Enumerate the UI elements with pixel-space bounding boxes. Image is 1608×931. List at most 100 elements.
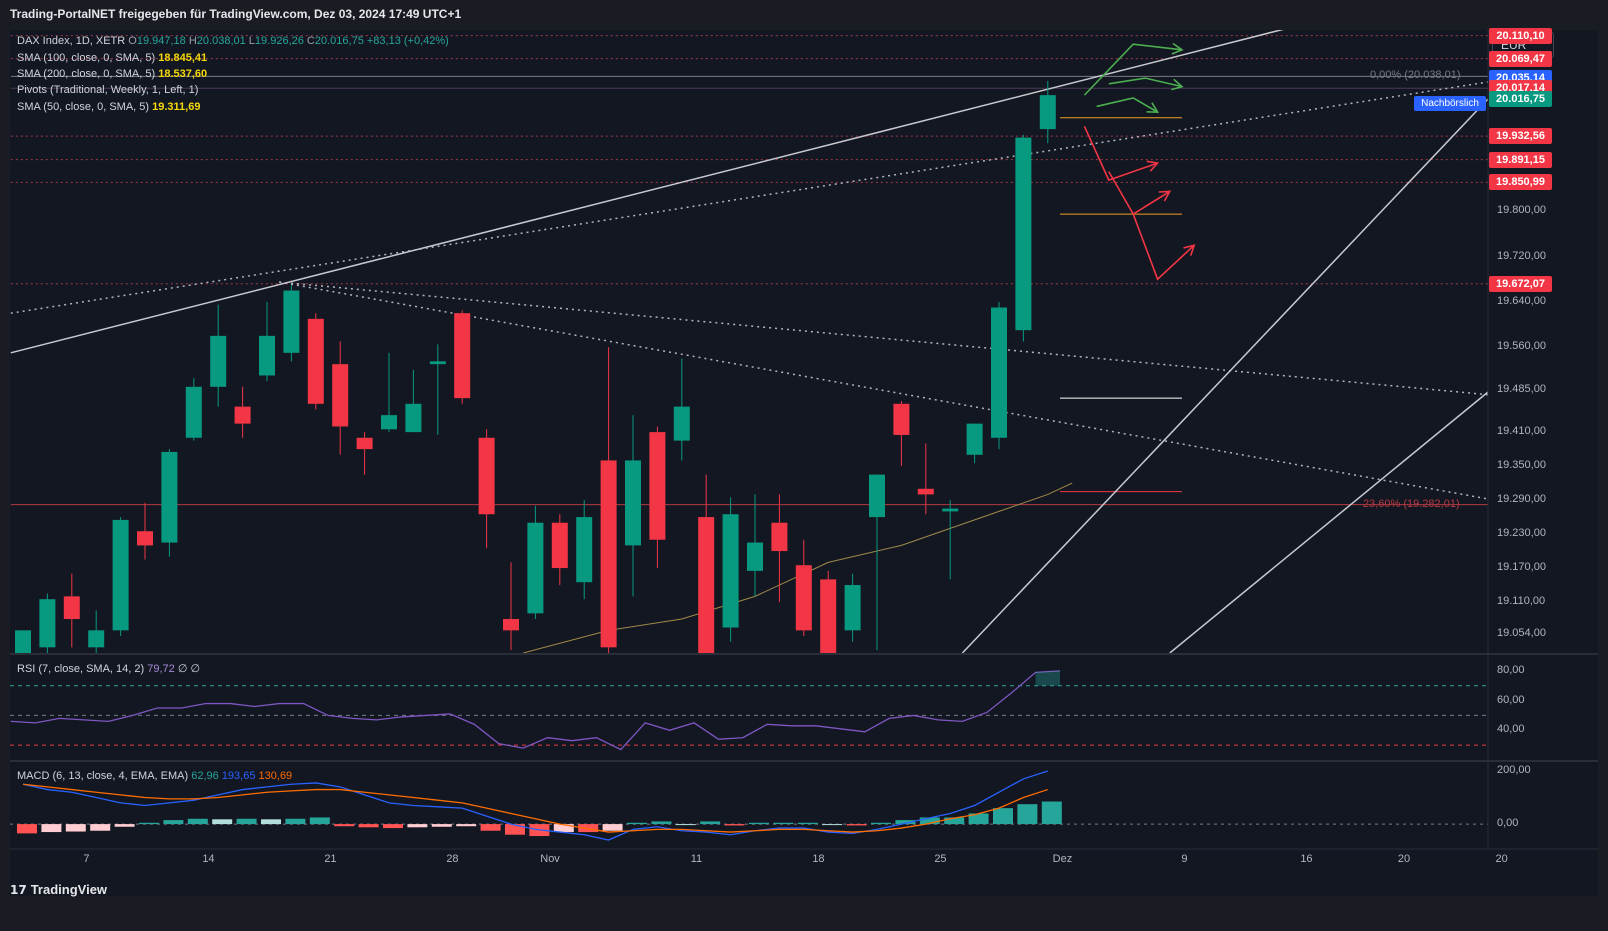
low-label: L [248,35,255,47]
candle-body-24 [600,460,617,648]
close-label: C [306,35,315,47]
red-arrow-0-head [1146,160,1160,172]
time-tick-label: 20 [1397,853,1411,865]
chart-frame[interactable] [10,30,1598,896]
candle-body-29 [722,514,739,628]
macd-hist-bar-42 [1041,801,1062,825]
candle-body-26 [649,432,666,540]
trendline-1 [10,81,1488,314]
macd-hist-bar-25 [627,822,647,825]
rsi-tick-label: 60,00 [1497,693,1525,706]
sma100-label: SMA (100, close, 0, SMA, 5) [17,52,156,64]
green-arrow-2 [1096,97,1159,113]
macd-hist-bar-6 [163,820,184,825]
macd-hist-bar-40 [993,808,1013,825]
candle-body-25 [625,460,641,546]
candle-body-35 [869,474,885,518]
sma200-legend[interactable]: SMA (200, close, 0, SMA, 5) 18.537,60 [17,68,207,80]
nachboerslich-label: Nachbörslich [1414,96,1486,111]
macd-hist-bar-2 [65,824,86,832]
macd-hist-bar-32 [797,822,818,825]
symbol-name: DAX Index, 1D, XETR [17,35,126,47]
price-tick-label: 19.230,00 [1497,527,1546,540]
red-arrow-0 [1083,125,1158,182]
macd-hist-bar-36 [895,820,916,825]
high-label: H [188,35,197,47]
candle-body-33 [820,579,837,653]
candle-body-39 [966,423,983,455]
sma100-legend[interactable]: SMA (100, close, 0, SMA, 5) 18.845,41 [17,52,207,64]
candle-body-15 [381,415,397,430]
rsi-label: RSI (7, close, SMA, 14, 2) [17,663,145,675]
sma50-value: 19.311,69 [152,101,201,113]
price-label: 19.891,15 [1489,151,1552,168]
macd-hist-bar-8 [212,819,233,825]
header-title: Trading-PortalNET freigegeben für Tradin… [10,7,462,21]
macd-hist-bar-4 [114,824,135,827]
macd-label: MACD (6, 13, close, 4, EMA, EMA) [17,770,189,782]
candle-body-14 [356,437,373,450]
green-arrow-1 [1108,77,1183,88]
low-value: 19.926,26 [254,35,304,47]
change-value: +83,13 (+0,42%) [366,35,449,47]
macd-hist-bar-31 [773,822,794,825]
price-tick-label: 19.350,00 [1497,459,1546,472]
green-arrow-1-head [1171,78,1184,91]
candle-body-30 [747,542,763,571]
sma50-legend[interactable]: SMA (50, close, 0, SMA, 5) 19.311,69 [17,101,200,113]
macd-hist-bar-35 [871,822,891,825]
pivots-legend[interactable]: Pivots (Traditional, Weekly, 1, Left, 1) [17,84,198,96]
macd-hist-bar-11 [285,818,306,825]
horizontal-levels [10,35,1488,506]
macd-hist-bar-20 [505,824,525,835]
macd-hist-bar-39 [968,813,989,825]
macd-hist-bar-30 [749,822,769,825]
macd-legend[interactable]: MACD (6, 13, close, 4, EMA, EMA) 62,96 1… [17,770,292,782]
high-value: 20.038,01 [196,35,246,47]
main-legend: DAX Index, 1D, XETR O19.947,18 H20.038,0… [17,35,449,47]
macd-hist-bar-15 [383,824,403,829]
sma100-value: 18.845,41 [158,52,208,64]
sma50-label: SMA (50, close, 0, SMA, 5) [17,101,150,113]
rsi-legend[interactable]: RSI (7, close, SMA, 14, 2) 79,72 ∅ ∅ [17,662,200,675]
red-arrow-1-head [1158,190,1172,202]
open-label: O [128,35,137,47]
macd-hist-bar-14 [358,824,379,828]
macd-hist-bar-28 [700,821,721,825]
candle-body-34 [844,585,861,631]
time-tick-label: 14 [202,853,215,865]
macd-hist-bar-27 [675,824,696,826]
macd-signal-line [22,783,1049,833]
macd-hist-bar-12 [309,817,330,825]
candle-body-22 [551,522,568,569]
time-tick-label: 21 [324,853,337,865]
candle-body-38 [942,508,959,512]
macd-hist-bar-41 [1017,804,1038,825]
candle-body-7 [185,386,202,438]
price-label: 19.672,07 [1489,275,1552,292]
candle-body-5 [137,531,153,546]
time-tick-label: 20 [1495,853,1508,865]
price-label: 20.016,75 [1489,90,1552,107]
candle-body-18 [454,313,471,399]
macd-hist-bar-34 [846,824,867,826]
footer-brand[interactable]: 𝟭𝟳 TradingView [10,882,107,897]
macd-hist-bar-24 [602,824,623,831]
candle-body-21 [527,522,544,614]
candle-body-28 [698,517,715,653]
rsi-tick-label: 80,00 [1497,663,1525,676]
time-tick-label: Nov [540,853,560,865]
candle-body-37 [917,488,934,495]
red-arrow-2 [1132,213,1195,281]
time-tick-label: 11 [690,853,703,865]
candle-body-40 [991,307,1007,438]
macd-hist-bar-22 [553,824,574,833]
macd-value-1: 62,96 [191,770,219,782]
macd-hist-bar-18 [456,824,477,827]
candle-body-16 [405,403,422,433]
macd-hist-bar-13 [334,824,355,827]
red-arrow-1 [1108,171,1171,216]
green-arrow-2-head [1146,102,1160,113]
candlesticks [15,80,1056,653]
